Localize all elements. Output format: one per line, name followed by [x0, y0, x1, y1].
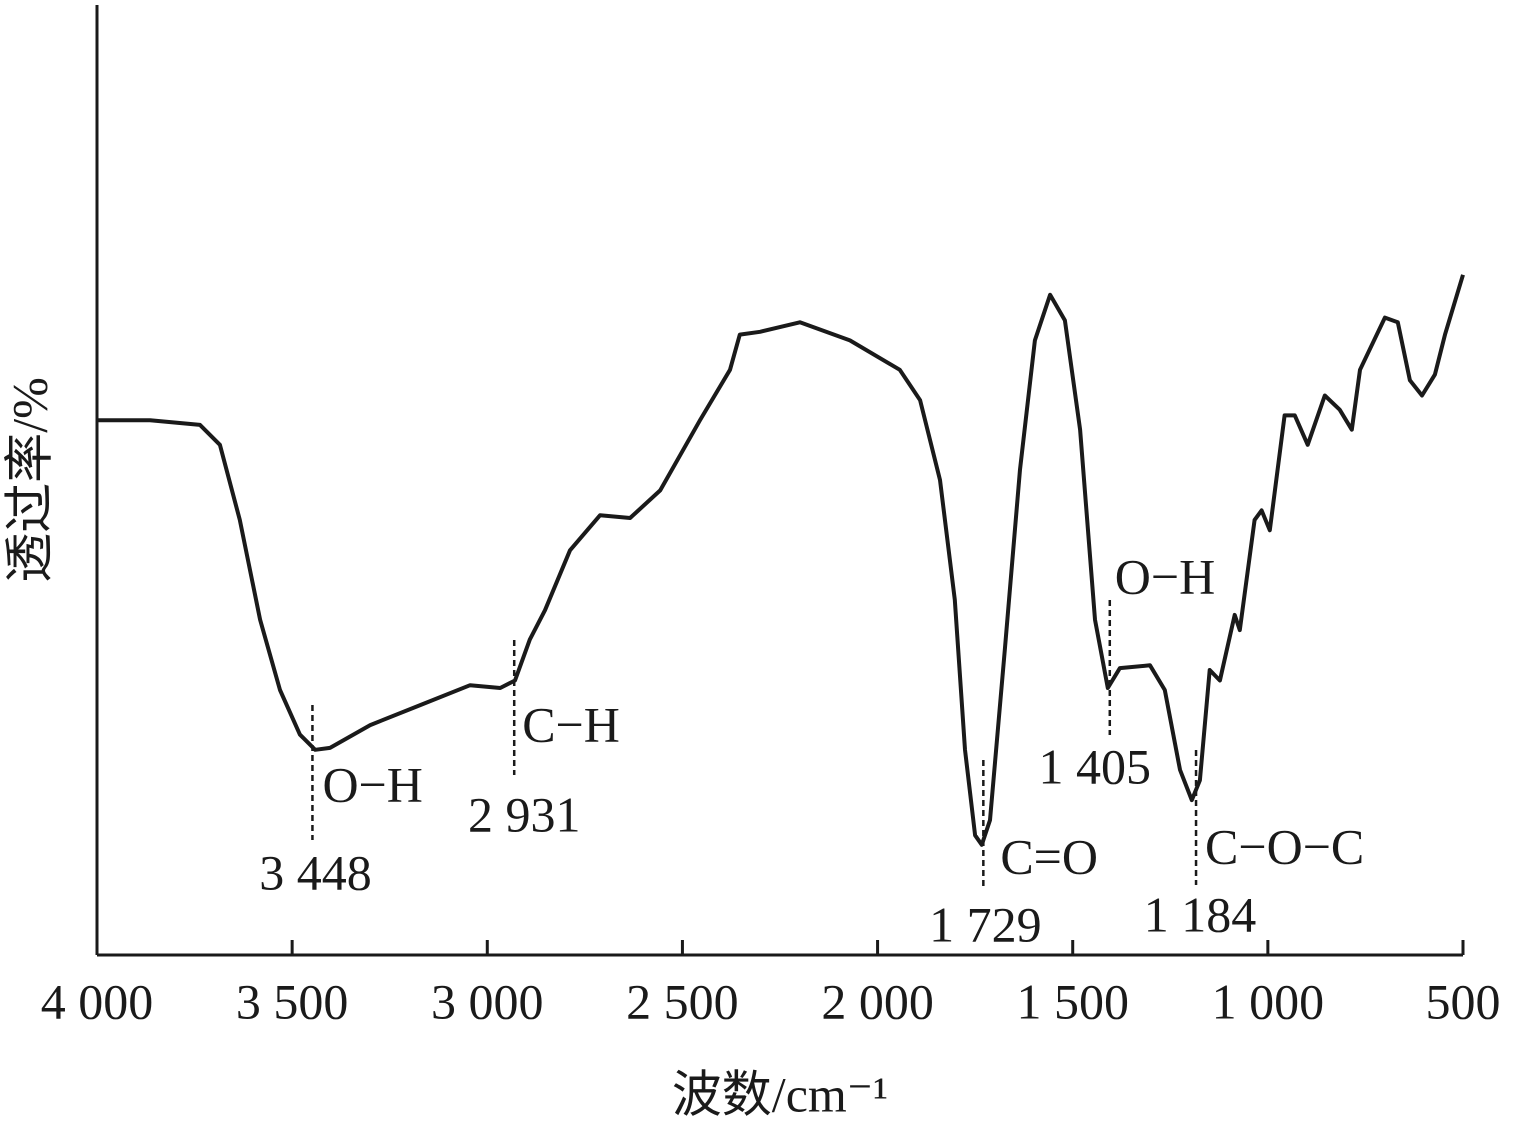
spectrum-line	[97, 274, 1465, 847]
peak-value-label: 1 729	[929, 896, 1042, 952]
peak-group-label: O−H	[1115, 548, 1215, 604]
peak-value-label: 2 931	[468, 786, 581, 842]
x-tick-label: 2 500	[626, 973, 739, 1029]
y-axis-label: 透过率/%	[1, 377, 57, 583]
peak-group-label: O−H	[322, 756, 422, 812]
peak-group-label: C−O−C	[1205, 818, 1364, 874]
peak-value-label: 1 405	[1039, 738, 1152, 794]
x-tick-label: 1 500	[1016, 973, 1129, 1029]
x-tick-label: 4 000	[41, 973, 154, 1029]
x-tick-label: 500	[1426, 973, 1501, 1029]
x-tick-label: 3 500	[236, 973, 349, 1029]
x-tick-label: 1 000	[1212, 973, 1325, 1029]
peak-value-label: 1 184	[1144, 886, 1257, 942]
x-axis-label: 波数/cm⁻¹	[672, 1066, 888, 1122]
peak-value-label: 3 448	[259, 844, 372, 900]
peak-group-label: C−H	[522, 696, 620, 752]
x-tick-label: 2 000	[821, 973, 934, 1029]
peak-group-label: C=O	[1000, 828, 1098, 884]
x-tick-label: 3 000	[431, 973, 544, 1029]
